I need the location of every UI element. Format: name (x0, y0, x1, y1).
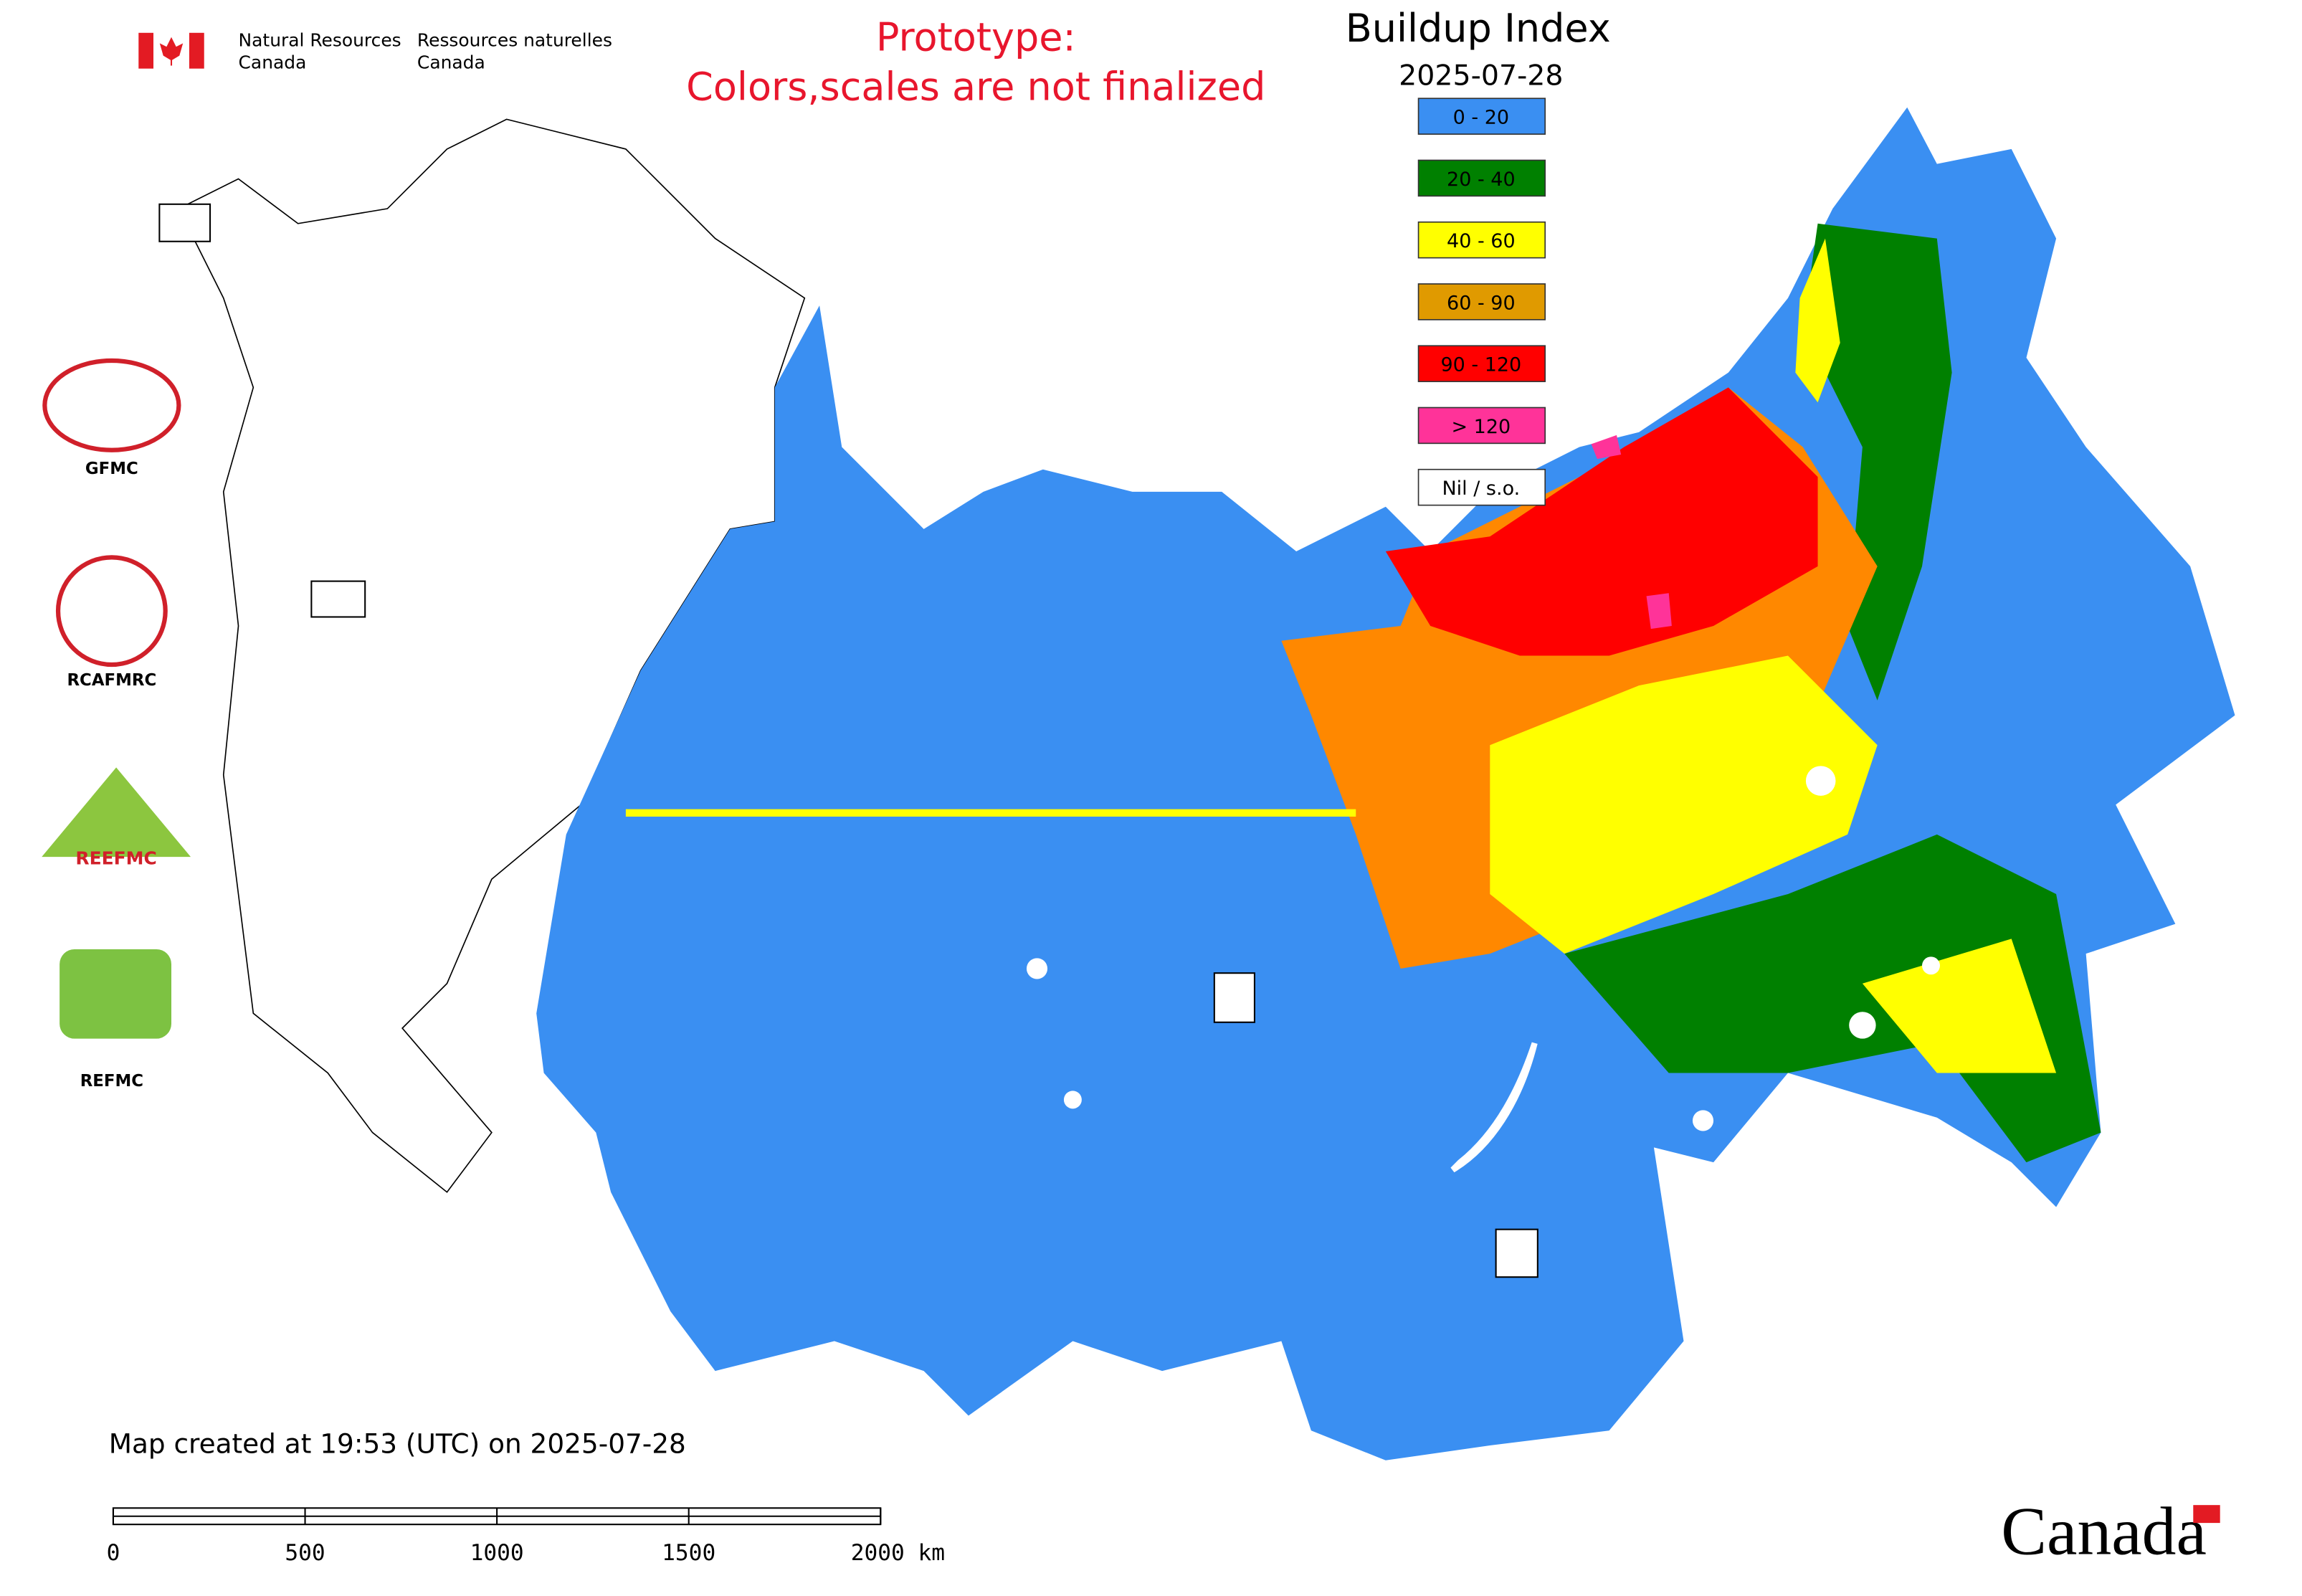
scale-bar: 0 500 1000 1500 2000 km (107, 1507, 945, 1566)
notice: Prototype: (876, 15, 1076, 60)
legend-title: Buildup Index (1346, 6, 1611, 51)
nil-spot (1805, 766, 1836, 796)
legend-swatch (1417, 468, 1546, 506)
dept-fr: Ressources naturelles (417, 29, 612, 50)
legend-label: Nil / s.o. (1442, 478, 1520, 500)
europe-outline (178, 118, 806, 1193)
scale-label: 500 (285, 1540, 325, 1566)
legend-date: 2025-07-28 (1399, 60, 1563, 92)
lake-baikal (1450, 1042, 1538, 1173)
scale-label: 2000 km (851, 1540, 945, 1566)
dept-en: Canada (239, 52, 307, 73)
dept-en: Natural Resources (239, 29, 401, 50)
legend-swatch (1417, 407, 1546, 445)
canada-wordmark: Canada (2001, 1493, 2207, 1569)
nil-spot (1692, 1110, 1714, 1131)
reefmc-logo (42, 767, 191, 858)
gfmc-logo (42, 358, 181, 452)
nil-spot (1026, 958, 1048, 979)
scale-label: 1500 (662, 1540, 715, 1566)
refmc-logo (60, 949, 172, 1039)
nil-spot (1849, 1012, 1876, 1039)
region-over-120 (1646, 593, 1672, 630)
nil-spot (1922, 956, 1940, 975)
region-40-60 (1490, 655, 1878, 954)
legend-label: 0 - 20 (1453, 107, 1509, 129)
region-20-40 (1564, 834, 2101, 1163)
logo-label: RCAFMRC (67, 671, 156, 690)
flag (138, 32, 204, 69)
wordmark-flag (2193, 1505, 2220, 1524)
map-logo (310, 580, 366, 618)
scale-label: 0 (107, 1540, 120, 1566)
logo-label: GFMC (85, 460, 138, 478)
map-logo (158, 203, 211, 242)
legend-label: 60 - 90 (1447, 292, 1516, 314)
logo-label: REEFMC (75, 847, 156, 868)
legend-label: 20 - 40 (1447, 168, 1516, 191)
legend-swatch (1417, 98, 1546, 135)
map-layer (536, 107, 2235, 1460)
legend-swatch (1417, 159, 1546, 197)
scale-label: 1000 (470, 1540, 524, 1566)
legend-label: > 120 (1451, 416, 1511, 438)
legend-swatch (1417, 283, 1546, 320)
legend-swatch (1417, 221, 1546, 259)
region-40-60 (1862, 939, 2057, 1073)
region-20-40 (1802, 223, 1952, 700)
logo-label: REFMC (80, 1072, 143, 1091)
notice: Colors,scales are not finalized (686, 64, 1265, 109)
map-logo (1495, 1228, 1538, 1278)
created-note: Map created at 19:53 (UTC) on 2025-07-28 (109, 1428, 686, 1459)
legend-label: 90 - 120 (1440, 354, 1521, 376)
region-90-120 (1385, 387, 1818, 656)
dept-fr: Canada (417, 52, 485, 73)
legend-swatch (1417, 345, 1546, 382)
legend: 0 - 20 20 - 40 40 - 60 60 - 90 90 - 120 > 120… (1417, 98, 1546, 506)
rcafmrc-logo (55, 555, 168, 668)
legend-label: 40 - 60 (1447, 230, 1516, 252)
region-40-60 (1795, 238, 1840, 403)
region-over-120 (1591, 434, 1622, 460)
map-logo (1213, 972, 1255, 1023)
data-stripe (625, 809, 1356, 817)
nil-spot (1063, 1091, 1082, 1109)
